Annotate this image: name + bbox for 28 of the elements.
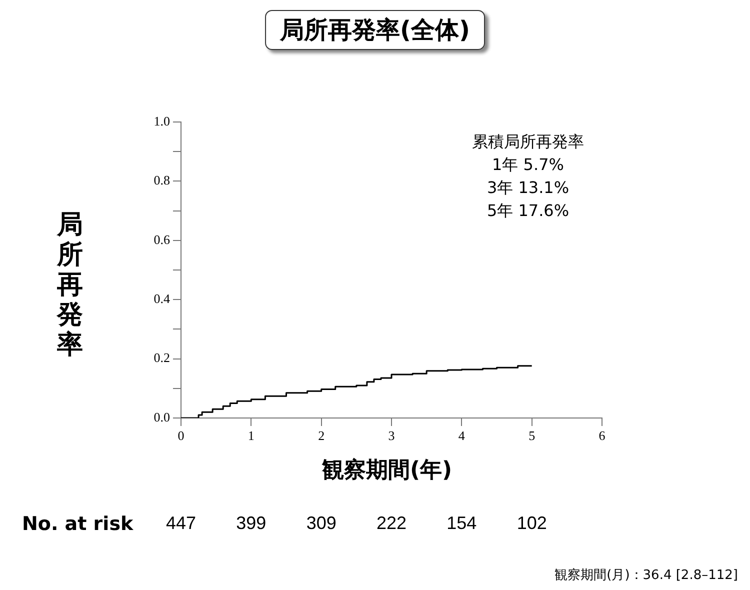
y-tick-label: 0.6 (154, 232, 170, 247)
x-tick-label: 2 (318, 428, 325, 444)
y-tick-label: 0.0 (154, 409, 170, 424)
text: 447 (166, 512, 196, 533)
text: 222 (376, 512, 407, 533)
annotation: 3年 13.1% (486, 178, 570, 197)
x-tick-label: 6 (598, 428, 606, 444)
text: No. at risk (22, 513, 134, 535)
x-tick-label: 0 (178, 428, 184, 444)
text: 観察期間(月)：36.4 [2.8–112] (554, 567, 738, 584)
x-axis-title: 観察期間(年) (322, 456, 452, 485)
annotation: 5年 17.6% (486, 201, 570, 220)
chart-title: 局所再発率(全体) (265, 10, 485, 50)
x-tick-label: 3 (388, 428, 395, 444)
y-tick-label: 0.4 (154, 291, 170, 306)
text: 309 (306, 512, 336, 533)
y-tick-label: 0.8 (154, 172, 170, 188)
text: 154 (446, 512, 477, 533)
text: 399 (236, 512, 266, 533)
x-tick-label: 4 (458, 428, 466, 444)
annotation: 1年 5.7% (492, 155, 564, 174)
y-axis-title: 局所再発率 (57, 210, 83, 360)
annotation: 累積局所再発率 (472, 132, 584, 151)
x-tick-label: 5 (528, 428, 536, 444)
y-tick-label: 1.0 (154, 113, 170, 128)
y-tick-label: 0.2 (154, 350, 170, 366)
x-tick-label: 1 (248, 428, 254, 444)
text: 102 (516, 512, 547, 533)
